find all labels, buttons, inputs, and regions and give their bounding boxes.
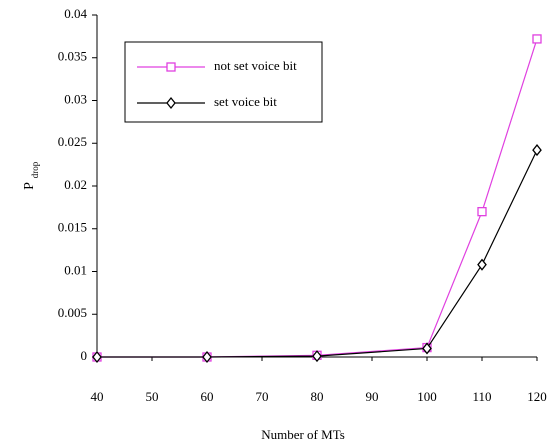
- legend-label: set voice bit: [214, 94, 277, 109]
- y-tick-label: 0: [81, 348, 88, 363]
- marker-diamond: [532, 144, 542, 157]
- legend-box: [124, 41, 323, 123]
- x-tick-label: 100: [417, 389, 437, 404]
- x-tick-label: 40: [91, 389, 104, 404]
- y-tick-label: 0.005: [58, 305, 87, 320]
- x-tick-label: 80: [311, 389, 324, 404]
- y-tick-label: 0.01: [64, 262, 87, 277]
- y-tick-label: 0.02: [64, 177, 87, 192]
- marker-diamond: [477, 258, 487, 271]
- x-tick-label: 50: [146, 389, 159, 404]
- x-tick-label: 70: [256, 389, 269, 404]
- marker-diamond: [312, 350, 322, 363]
- marker-square: [477, 206, 487, 217]
- marker-square: [166, 62, 176, 72]
- x-tick-label: 90: [366, 389, 379, 404]
- legend-label: not set voice bit: [214, 58, 297, 73]
- y-tick-label: 0.03: [64, 91, 87, 106]
- marker-diamond: [166, 96, 176, 110]
- marker-diamond: [422, 342, 432, 355]
- y-axis-label: P: [22, 182, 37, 190]
- x-axis-label: Number of MTs: [261, 427, 345, 442]
- y-tick-label: 0.025: [58, 134, 87, 149]
- y-tick-label: 0.04: [64, 6, 87, 21]
- x-tick-label: 120: [527, 389, 547, 404]
- series-line: [97, 149, 538, 358]
- x-tick-label: 110: [472, 389, 491, 404]
- y-tick-label: 0.015: [58, 220, 87, 235]
- x-tick-label: 60: [201, 389, 214, 404]
- y-axis-label-group: P drop: [22, 161, 40, 190]
- marker-diamond: [92, 350, 102, 364]
- y-axis-label-subscript: drop: [30, 161, 40, 178]
- y-tick-label: 0.035: [58, 49, 87, 64]
- marker-square: [532, 34, 542, 44]
- marker-diamond: [202, 350, 212, 364]
